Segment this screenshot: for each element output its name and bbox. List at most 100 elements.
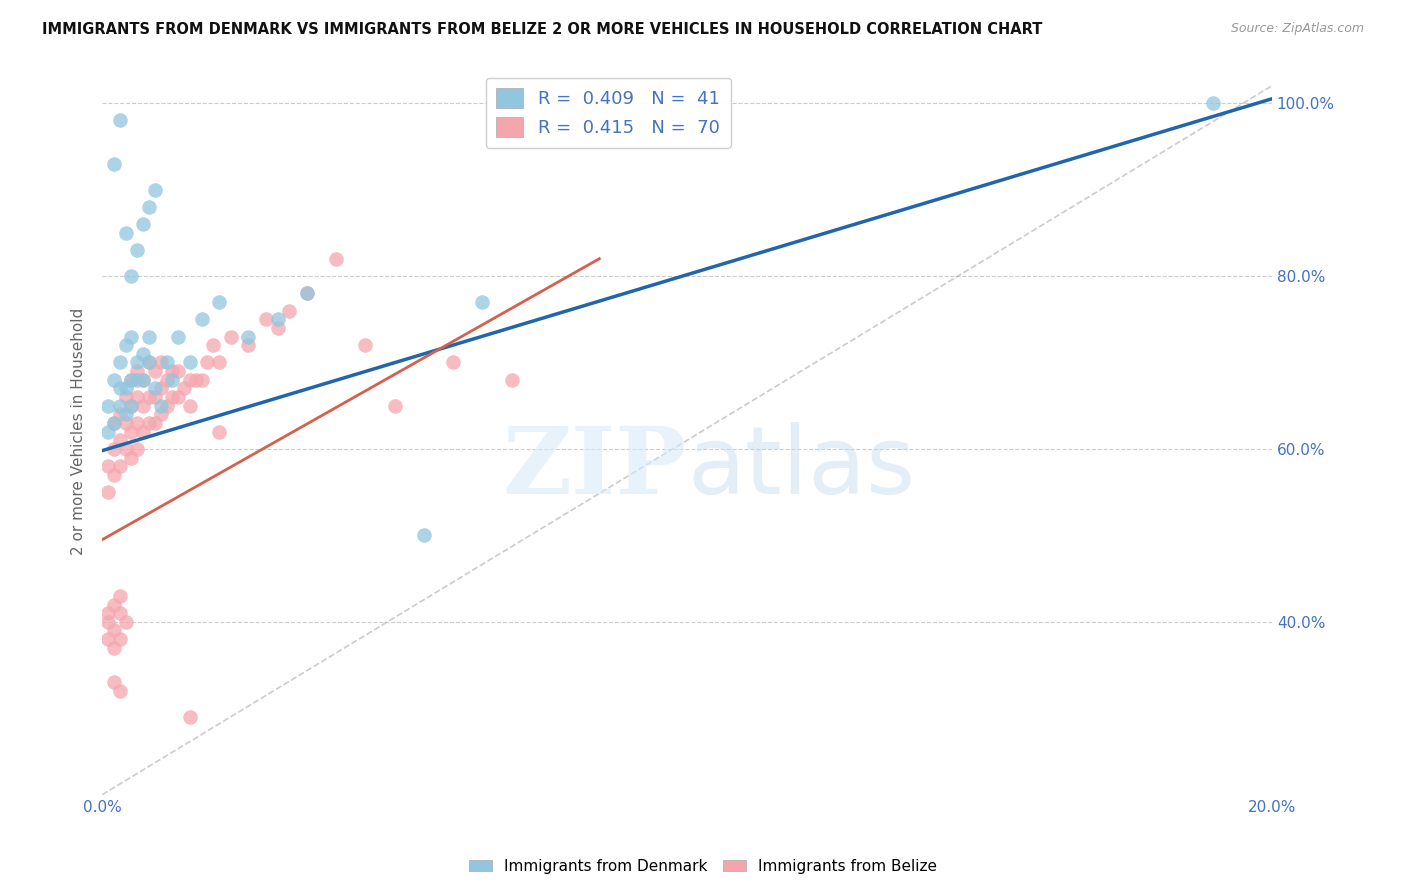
Point bbox=[120, 399, 142, 413]
Point bbox=[278, 303, 301, 318]
Point bbox=[155, 355, 177, 369]
Point bbox=[127, 390, 149, 404]
Point bbox=[127, 373, 149, 387]
Point bbox=[138, 329, 160, 343]
Point bbox=[190, 312, 212, 326]
Point bbox=[97, 485, 120, 500]
Point bbox=[155, 399, 177, 413]
Point bbox=[167, 329, 190, 343]
Point bbox=[162, 390, 184, 404]
Text: Source: ZipAtlas.com: Source: ZipAtlas.com bbox=[1230, 22, 1364, 36]
Point bbox=[114, 226, 136, 240]
Point bbox=[238, 338, 260, 352]
Point bbox=[120, 425, 142, 439]
Text: IMMIGRANTS FROM DENMARK VS IMMIGRANTS FROM BELIZE 2 OR MORE VEHICLES IN HOUSEHOL: IMMIGRANTS FROM DENMARK VS IMMIGRANTS FR… bbox=[42, 22, 1043, 37]
Point bbox=[114, 442, 136, 456]
Point bbox=[132, 373, 155, 387]
Point bbox=[108, 381, 131, 395]
Point bbox=[114, 416, 136, 430]
Point bbox=[108, 589, 131, 603]
Point bbox=[108, 407, 131, 421]
Point bbox=[138, 200, 160, 214]
Point bbox=[179, 399, 201, 413]
Point bbox=[120, 373, 142, 387]
Point bbox=[103, 156, 125, 170]
Point bbox=[197, 355, 219, 369]
Point bbox=[127, 243, 149, 257]
Point bbox=[325, 252, 347, 266]
Point bbox=[103, 416, 125, 430]
Point bbox=[103, 467, 125, 482]
Point bbox=[149, 381, 172, 395]
Point bbox=[173, 381, 195, 395]
Point bbox=[208, 294, 231, 309]
Point bbox=[103, 416, 125, 430]
Point bbox=[114, 381, 136, 395]
Point bbox=[132, 217, 155, 231]
Point bbox=[266, 321, 288, 335]
Point bbox=[190, 373, 212, 387]
Point bbox=[208, 425, 231, 439]
Point bbox=[120, 399, 142, 413]
Point bbox=[132, 425, 155, 439]
Point bbox=[127, 355, 149, 369]
Point bbox=[143, 381, 166, 395]
Point bbox=[162, 373, 184, 387]
Point bbox=[97, 615, 120, 629]
Y-axis label: 2 or more Vehicles in Household: 2 or more Vehicles in Household bbox=[72, 308, 86, 555]
Point bbox=[132, 373, 155, 387]
Point bbox=[120, 373, 142, 387]
Point bbox=[127, 364, 149, 378]
Point bbox=[254, 312, 277, 326]
Legend: Immigrants from Denmark, Immigrants from Belize: Immigrants from Denmark, Immigrants from… bbox=[463, 853, 943, 880]
Point bbox=[179, 355, 201, 369]
Point bbox=[354, 338, 377, 352]
Point bbox=[149, 407, 172, 421]
Point bbox=[384, 399, 406, 413]
Point bbox=[143, 390, 166, 404]
Text: atlas: atlas bbox=[688, 422, 915, 514]
Point bbox=[179, 373, 201, 387]
Point bbox=[202, 338, 225, 352]
Point bbox=[114, 338, 136, 352]
Legend: R =  0.409   N =  41, R =  0.415   N =  70: R = 0.409 N = 41, R = 0.415 N = 70 bbox=[485, 78, 731, 148]
Point bbox=[114, 407, 136, 421]
Point bbox=[108, 434, 131, 448]
Point bbox=[138, 355, 160, 369]
Point bbox=[114, 615, 136, 629]
Point bbox=[143, 182, 166, 196]
Point bbox=[295, 286, 318, 301]
Point bbox=[412, 528, 434, 542]
Point bbox=[501, 373, 523, 387]
Point bbox=[97, 606, 120, 620]
Point bbox=[138, 390, 160, 404]
Point bbox=[1202, 96, 1225, 111]
Point bbox=[441, 355, 464, 369]
Point bbox=[238, 329, 260, 343]
Point bbox=[97, 459, 120, 474]
Point bbox=[103, 624, 125, 638]
Point bbox=[108, 606, 131, 620]
Point bbox=[97, 425, 120, 439]
Point bbox=[103, 640, 125, 655]
Point bbox=[103, 598, 125, 612]
Point bbox=[138, 416, 160, 430]
Point bbox=[266, 312, 288, 326]
Point bbox=[127, 442, 149, 456]
Point bbox=[167, 390, 190, 404]
Point bbox=[149, 355, 172, 369]
Point bbox=[143, 364, 166, 378]
Point bbox=[132, 347, 155, 361]
Point bbox=[127, 416, 149, 430]
Point bbox=[103, 442, 125, 456]
Point bbox=[149, 399, 172, 413]
Point bbox=[103, 675, 125, 690]
Point bbox=[108, 684, 131, 698]
Point bbox=[114, 390, 136, 404]
Point bbox=[162, 364, 184, 378]
Point bbox=[120, 329, 142, 343]
Point bbox=[184, 373, 207, 387]
Text: ZIP: ZIP bbox=[503, 423, 688, 513]
Point bbox=[108, 459, 131, 474]
Point bbox=[97, 399, 120, 413]
